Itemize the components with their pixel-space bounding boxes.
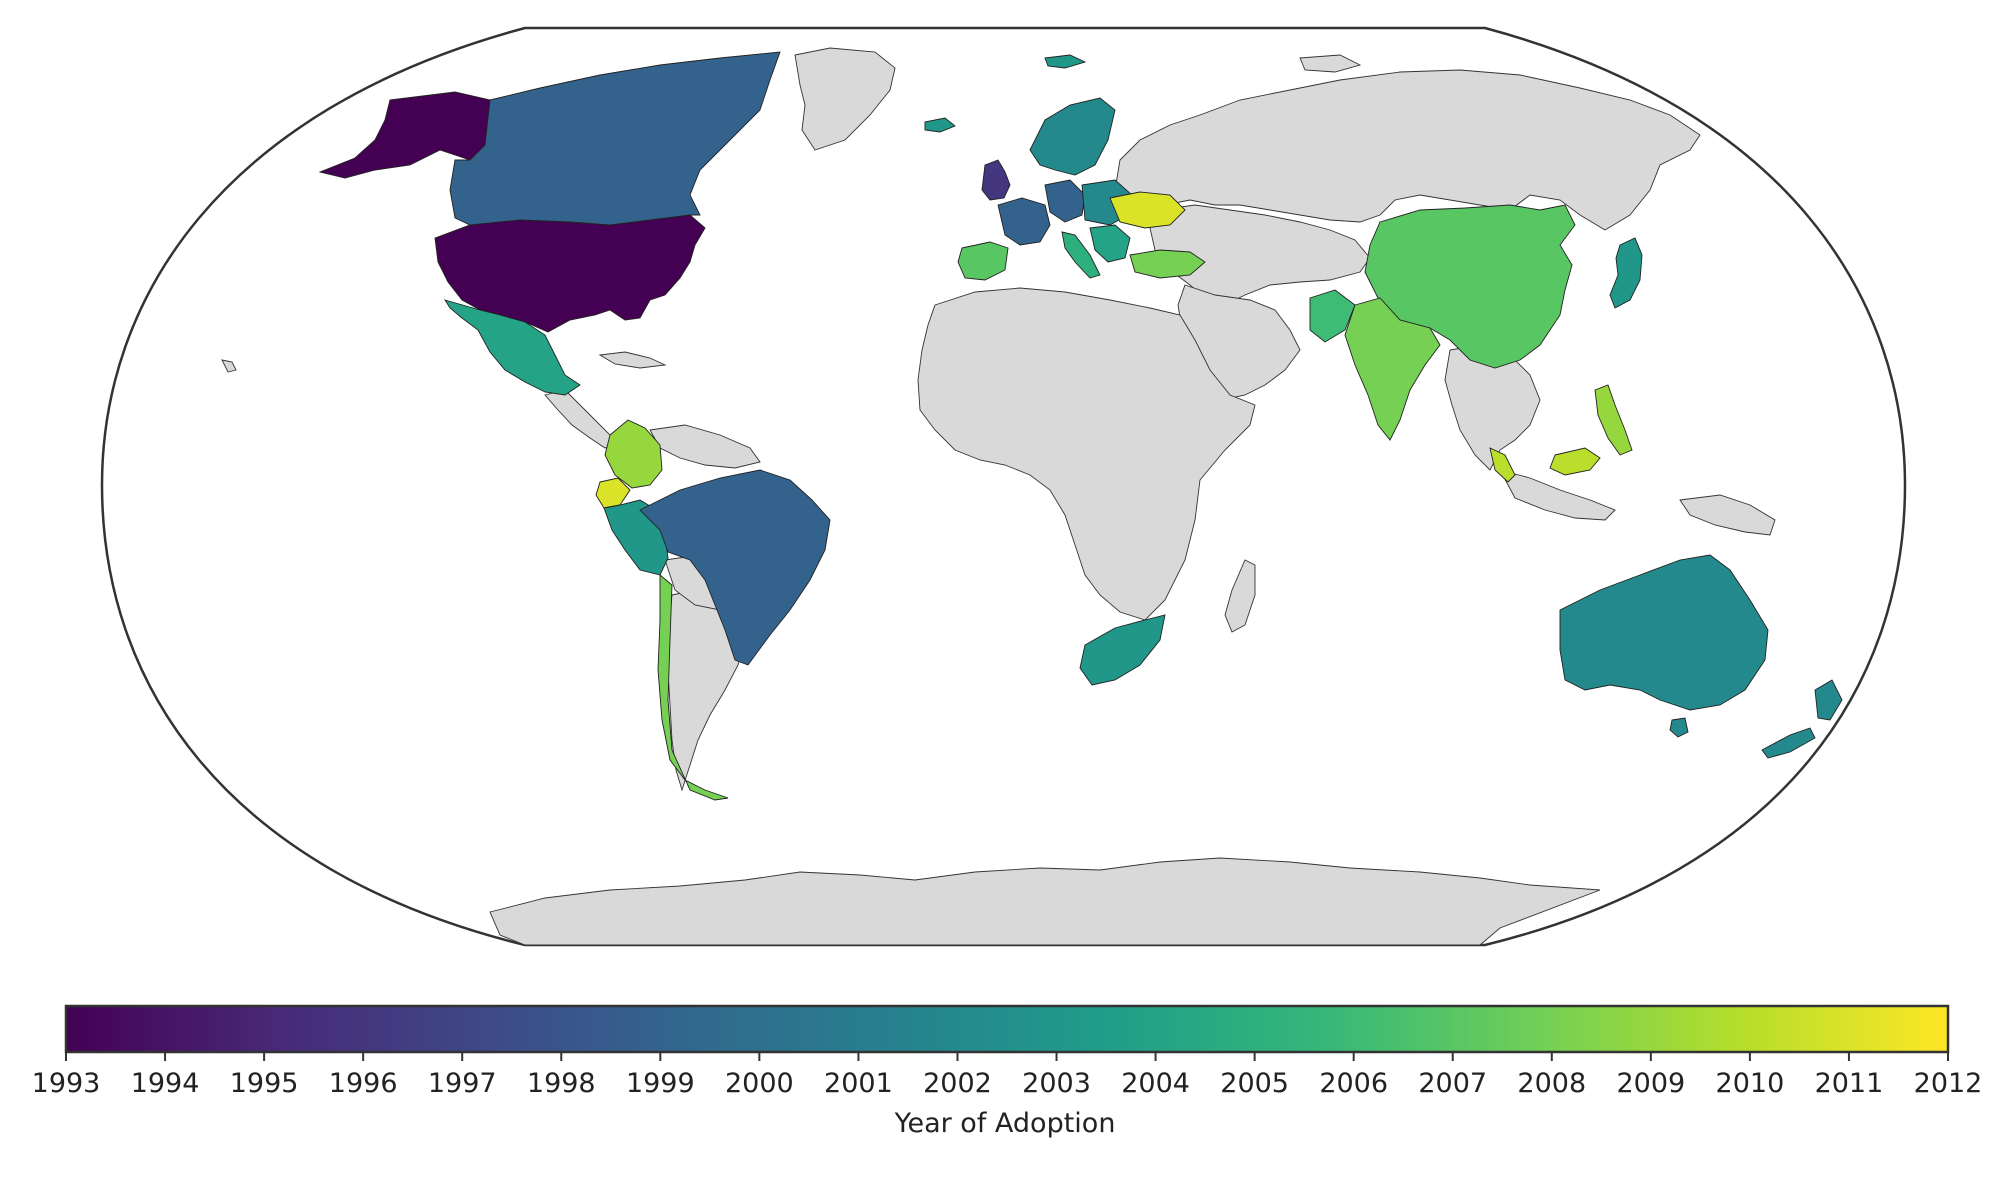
region-colombia xyxy=(604,419,663,489)
colorbar-tick-label: 1995 xyxy=(230,1068,299,1099)
colorbar-tick-label: 2004 xyxy=(1121,1068,1190,1099)
colorbar-ticks: 1993 1994 1995 1996 1997 1998 1999 2000 2001 2002… xyxy=(32,1052,1983,1099)
land-madagascar xyxy=(1224,559,1256,633)
region-tasmania xyxy=(1669,717,1689,738)
land-venezuela-guianas xyxy=(649,424,761,469)
region-svalbard xyxy=(1044,54,1087,69)
colorbar-tick-label: 2000 xyxy=(725,1068,794,1099)
region-brazil xyxy=(639,469,831,666)
region-japan xyxy=(1609,237,1643,309)
region-south-africa xyxy=(1079,614,1166,686)
colorbar-tick-label: 2003 xyxy=(1022,1068,1091,1099)
region-pakistan xyxy=(1309,289,1356,343)
land-no-data xyxy=(221,47,1776,946)
land-adopted xyxy=(318,51,1843,801)
colorbar-tick-label: 2010 xyxy=(1716,1068,1785,1099)
colorbar-tick-label: 2008 xyxy=(1517,1068,1586,1099)
land-greenland xyxy=(794,47,896,151)
land-caribbean xyxy=(598,351,667,369)
land-new-guinea xyxy=(1679,494,1776,536)
colorbar-tick-label: 1994 xyxy=(131,1068,200,1099)
colorbar-title: Year of Adoption xyxy=(894,1108,1116,1139)
colorbar-tick-label: 1997 xyxy=(428,1068,497,1099)
region-france xyxy=(997,197,1051,246)
region-balkans xyxy=(1089,224,1131,263)
region-malaysia xyxy=(1489,447,1601,483)
region-united-kingdom xyxy=(981,159,1011,201)
colorbar-tick-label: 2012 xyxy=(1914,1068,1983,1099)
region-canada xyxy=(449,51,781,226)
colorbar-tick-label: 2011 xyxy=(1815,1068,1884,1099)
colorbar-tick-label: 1999 xyxy=(626,1068,695,1099)
colorbar-tick-label: 2006 xyxy=(1319,1068,1388,1099)
land-indonesia xyxy=(1499,469,1616,521)
colorbar-tick-label: 2002 xyxy=(923,1068,992,1099)
region-australia xyxy=(1559,554,1769,711)
land-arctic-islands xyxy=(1299,54,1362,73)
region-india xyxy=(1344,297,1441,441)
land-antarctica xyxy=(489,857,1601,946)
region-iceland xyxy=(924,117,956,133)
colorbar-tick-label: 1998 xyxy=(527,1068,596,1099)
colorbar-tick-label: 2001 xyxy=(824,1068,893,1099)
region-scandinavia xyxy=(1029,97,1116,176)
land-hawaii xyxy=(221,359,237,373)
region-mexico xyxy=(443,299,581,396)
colorbar-tick-label: 2009 xyxy=(1616,1068,1685,1099)
colorbar-tick-label: 2005 xyxy=(1220,1068,1289,1099)
colorbar-tick-label: 2007 xyxy=(1418,1068,1487,1099)
colorbar-tick-label: 1993 xyxy=(32,1068,101,1099)
region-philippines xyxy=(1594,384,1633,456)
region-chile xyxy=(657,574,729,801)
region-germany xyxy=(1044,179,1086,223)
region-ukraine xyxy=(1109,191,1186,229)
region-italy xyxy=(1061,231,1101,279)
land-russia-asia xyxy=(1114,69,1701,231)
land-africa xyxy=(917,287,1256,621)
colorbar-tick-label: 1996 xyxy=(329,1068,398,1099)
region-new-zealand xyxy=(1761,679,1843,759)
colorbar xyxy=(64,1004,1950,1054)
region-spain xyxy=(957,241,1009,281)
region-turkey xyxy=(1129,249,1206,279)
